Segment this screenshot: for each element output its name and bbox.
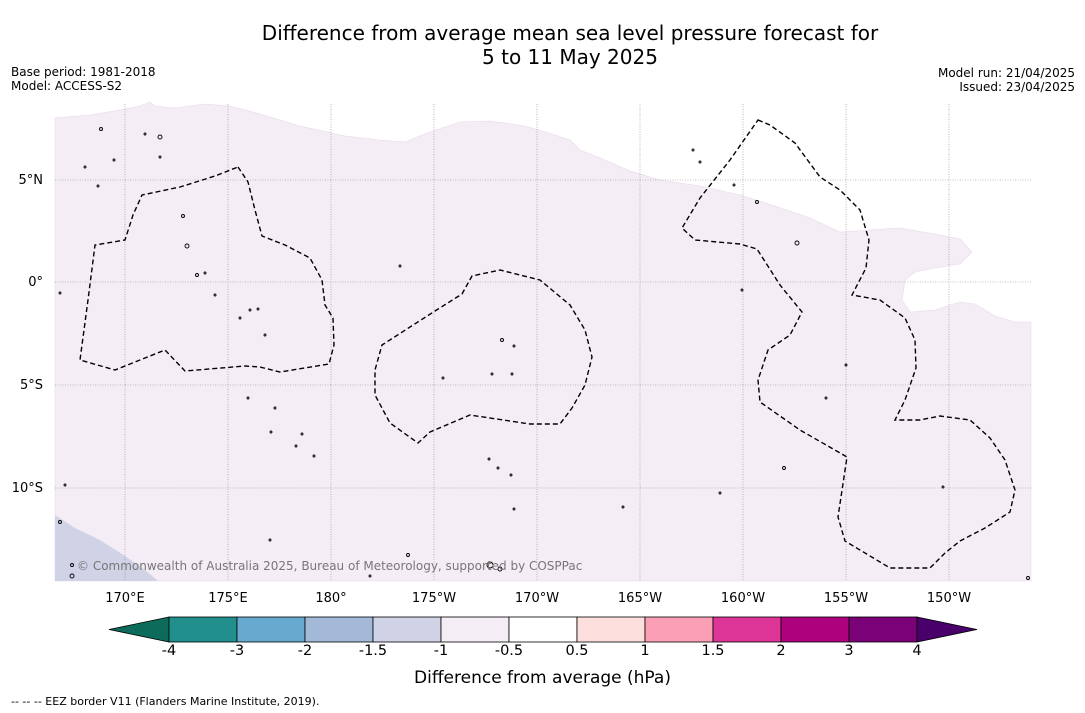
colorbar-tick-label: 2 (776, 643, 786, 659)
colorbar-tick-label: 1 (640, 643, 650, 659)
colorbar-tick-label: 4 (912, 643, 922, 659)
title-line-2: 5 to 11 May 2025 (482, 45, 658, 69)
colorbar-tick-label: -1.5 (358, 643, 388, 659)
lat-label-5s: 5°S (20, 378, 43, 393)
title-line-1: Difference from average mean sea level p… (261, 21, 879, 45)
lon-label-175e: 175°E (208, 591, 248, 606)
lon-label-170e: 170°E (105, 591, 145, 606)
colorbar-extend-low (108, 616, 170, 643)
grid-lines (55, 104, 1031, 581)
colorbar-tick-label: -3 (229, 643, 245, 659)
latitude-labels: 5°N 0° 5°S 10°S (12, 173, 43, 496)
colorbar-segment (304, 616, 374, 643)
colorbar-tick-label: -1 (433, 643, 449, 659)
lat-label-10s: 10°S (12, 481, 43, 496)
colorbar-tick-label: 0.5 (565, 643, 589, 659)
lon-label-160w: 160°W (721, 591, 765, 606)
base-period: Base period: 1981-2018 (11, 65, 156, 79)
lon-label-150w: 150°W (927, 591, 971, 606)
eez-footnote: -- -- -- EEZ border V11 (Flanders Marine… (11, 695, 320, 708)
model-name: Model: ACCESS-S2 (11, 79, 123, 93)
colorbar-segment (848, 616, 918, 643)
eez-phoenix (374, 269, 593, 444)
copyright-notice: © Commonwealth of Australia 2025, Bureau… (77, 559, 582, 573)
model-run: Model run: 21/04/2025 (937, 66, 1075, 80)
colorbar-segment (712, 616, 782, 643)
lon-label-170w: 170°W (515, 591, 559, 606)
model-info: Base period: 1981-2018 Model: ACCESS-S2 (11, 65, 156, 93)
colorbar-tick-label: 3 (844, 643, 854, 659)
eez-borders (79, 119, 1016, 569)
colorbar-segment (780, 616, 850, 643)
colorbar-tick-label: -2 (297, 643, 313, 659)
colorbar-segment (236, 616, 306, 643)
lon-label-165w: 165°W (618, 591, 662, 606)
eez-kiribati-gilberts (79, 166, 335, 373)
colorbar-segment (576, 616, 646, 643)
lon-label-175w: 175°W (412, 591, 456, 606)
colorbar-tick-label: -4 (161, 643, 177, 659)
lon-label-155w: 155°W (824, 591, 868, 606)
anomaly-region-light (54, 101, 1032, 582)
colorbar-tick-label: 1.5 (701, 643, 725, 659)
islands (58, 127, 1030, 580)
colorbar-segment (168, 616, 238, 643)
colorbar-segment (508, 616, 578, 643)
colorbar (108, 616, 978, 643)
colorbar-extend-high (916, 616, 978, 643)
longitude-labels: 170°E 175°E 180° 175°W 170°W 165°W 160°W… (105, 591, 971, 606)
colorbar-title: Difference from average (hPa) (414, 668, 671, 688)
colorbar-segment (440, 616, 510, 643)
eez-line-islands-north (681, 119, 1016, 569)
colorbar-segment (644, 616, 714, 643)
lat-label-5n: 5°N (19, 173, 44, 188)
issued-date: Issued: 23/04/2025 (959, 80, 1075, 94)
colorbar-segment (372, 616, 442, 643)
map-title: Difference from average mean sea level p… (0, 21, 1085, 69)
anomaly-region-dark (55, 515, 158, 581)
colorbar-tick-label: -0.5 (494, 643, 524, 659)
lon-label-180: 180° (315, 591, 346, 606)
lat-label-0: 0° (28, 275, 43, 290)
run-info: Model run: 21/04/2025 Issued: 23/04/2025 (938, 66, 1075, 94)
